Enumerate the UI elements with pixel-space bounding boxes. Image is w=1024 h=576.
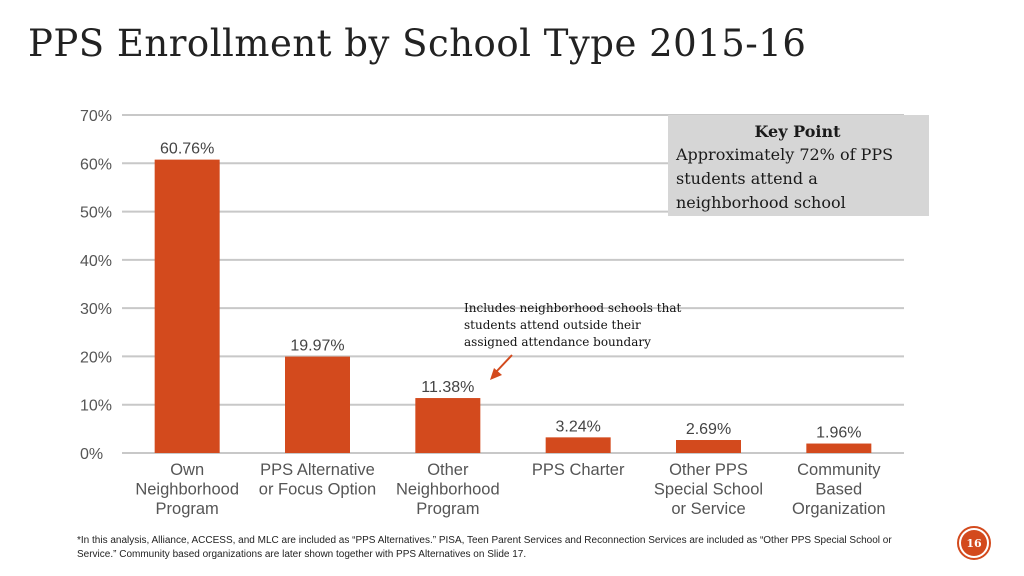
page-number-badge: 16 [957, 526, 991, 560]
y-tick-label: 0% [80, 446, 103, 463]
key-point-text: Approximately 72% of PPS students attend… [676, 143, 919, 215]
key-point-line: students attend a [676, 169, 818, 188]
bar [415, 398, 481, 453]
data-label: 1.96% [816, 425, 861, 442]
y-tick-label: 60% [80, 156, 112, 173]
y-tick-label: 10% [80, 398, 112, 415]
x-tick-label: Community [797, 461, 881, 479]
y-tick-label: 50% [80, 205, 112, 222]
y-tick-label: 70% [80, 108, 112, 125]
y-tick-label: 40% [80, 253, 112, 270]
key-point-line: Approximately 72% of PPS [676, 145, 894, 164]
bar [285, 356, 350, 453]
x-tick-label: Program [156, 500, 219, 518]
data-label: 60.76% [160, 141, 214, 158]
key-point-line: neighborhood school [676, 193, 846, 212]
x-tick-label: Other PPS [669, 461, 748, 479]
x-tick-label: PPS Charter [532, 461, 625, 479]
key-point-box: Key Point Approximately 72% of PPS stude… [668, 115, 929, 216]
slide-title: PPS Enrollment by School Type 2015-16 [28, 22, 807, 65]
x-tick-label: or Service [671, 500, 745, 518]
x-tick-label: Neighborhood [135, 481, 239, 499]
bar [676, 440, 741, 453]
x-tick-label: Organization [792, 500, 886, 518]
y-tick-label: 30% [80, 301, 112, 318]
bar [806, 443, 872, 453]
annotation-line: assigned attendance boundary [464, 335, 651, 349]
bar [154, 159, 220, 453]
data-label: 19.97% [290, 338, 344, 355]
page-number: 16 [961, 530, 987, 556]
x-tick-label: PPS Alternative [260, 461, 375, 479]
data-label: 11.38% [421, 379, 474, 396]
annotation-arrow-shaft [495, 354, 513, 373]
annotation-note: Includes neighborhood schools that stude… [464, 300, 714, 351]
x-tick-label: Program [416, 500, 479, 518]
x-tick-label: Own [170, 461, 204, 479]
key-point-title: Key Point [754, 122, 841, 141]
data-label: 3.24% [555, 418, 600, 435]
y-tick-label: 20% [80, 349, 112, 366]
annotation-arrow-head [490, 368, 502, 380]
annotation-line: Includes neighborhood schools that [464, 301, 682, 315]
x-tick-label: Neighborhood [396, 481, 500, 499]
x-tick-label: Based [815, 481, 862, 499]
bar [545, 437, 611, 453]
annotation-line: students attend outside their [464, 318, 641, 332]
footnote: *In this analysis, Alliance, ACCESS, and… [77, 535, 892, 560]
x-tick-label: or Focus Option [259, 481, 376, 499]
x-tick-label: Other [427, 461, 469, 479]
x-tick-label: Special School [654, 481, 763, 499]
data-label: 2.69% [686, 421, 731, 438]
